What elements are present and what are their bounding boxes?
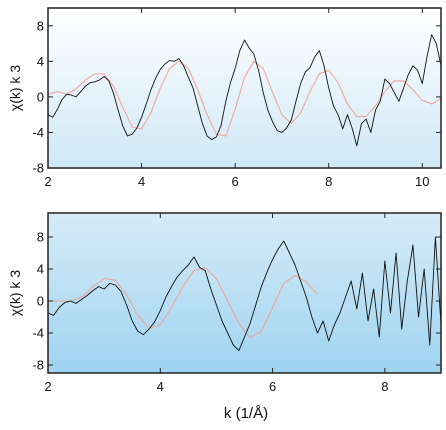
- top-y-axis-label: χ(k) k 3: [7, 65, 23, 111]
- bottom-experimental-line: [47, 236, 442, 352]
- top-y-tick-label: 8: [37, 18, 44, 33]
- top-plot-background: [48, 8, 441, 168]
- top-plot-frame: [47, 7, 442, 169]
- top-experimental-line: [47, 34, 442, 147]
- top-y-tick-label: -8: [32, 161, 44, 176]
- top-x-tick-label: 2: [44, 174, 51, 189]
- bottom-fit-line: [48, 266, 318, 339]
- x-axis-label: k (1/Å): [224, 405, 268, 422]
- bottom-y-axis-label: χ(k) k 3: [7, 270, 23, 316]
- bottom-y-tick-label: 4: [37, 262, 44, 277]
- bottom-x-tick-label: 2: [44, 379, 51, 394]
- top-y-tick-label: 4: [37, 54, 44, 69]
- bottom-y-tick-label: -8: [32, 358, 44, 373]
- bottom-plot-background: [48, 213, 441, 373]
- top-x-tick-label: 10: [415, 174, 429, 189]
- bottom-y-tick-label: 8: [37, 230, 44, 245]
- bottom-x-tick-label: 4: [157, 379, 164, 394]
- top-x-tick-label: 6: [232, 174, 239, 189]
- bottom-y-tick-label: 0: [37, 294, 44, 309]
- top-fit-line: [47, 60, 442, 137]
- top-x-tick-label: 8: [325, 174, 332, 189]
- bottom-panel: 2 4 6 8 -8 -4 0 4 8 χ(k) k 3: [7, 212, 442, 394]
- top-y-tick-label: 0: [37, 89, 44, 104]
- top-panel: 2 4 6 8 10 -8 -4 0 4 8 χ(k) k 3: [7, 7, 442, 189]
- top-y-tick-label: -4: [32, 125, 44, 140]
- bottom-plot-frame: [47, 212, 442, 374]
- bottom-x-tick-label: 6: [269, 379, 276, 394]
- top-x-tick-label: 4: [138, 174, 145, 189]
- bottom-y-tick-label: -4: [32, 326, 44, 341]
- bottom-x-tick-label: 8: [381, 379, 388, 394]
